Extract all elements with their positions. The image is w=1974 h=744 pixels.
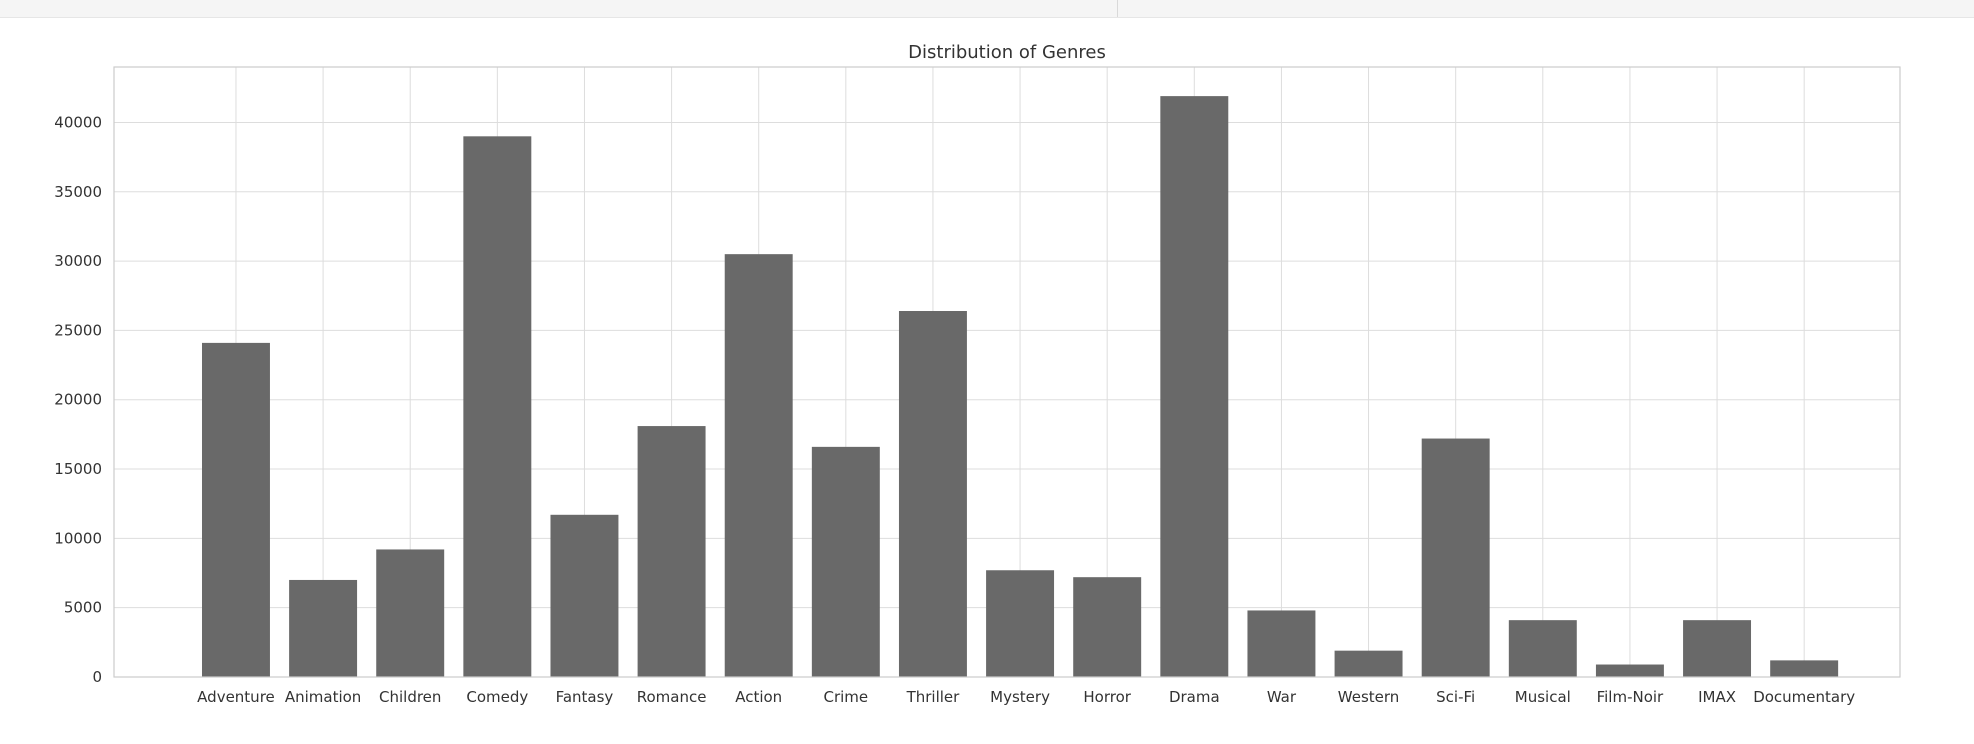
x-tick-label: Animation xyxy=(285,688,361,706)
y-tick-label: 20000 xyxy=(54,391,102,409)
bar-adventure xyxy=(201,342,270,677)
bar-drama xyxy=(1160,96,1229,677)
x-axis-ticks: Adventure Animation Children Comedy Fantasy R… xyxy=(197,688,1855,706)
bar-imax xyxy=(1683,620,1752,677)
x-tick-label: Documentary xyxy=(1753,688,1855,706)
x-tick-label: Adventure xyxy=(197,688,275,706)
bar-western xyxy=(1334,650,1403,677)
toolbar-divider xyxy=(1117,0,1118,17)
y-tick-label: 30000 xyxy=(54,252,102,270)
x-tick-label: Western xyxy=(1338,688,1400,706)
x-tick-label: Fantasy xyxy=(556,688,614,706)
x-tick-label: Action xyxy=(735,688,782,706)
chart-title: Distribution of Genres xyxy=(908,42,1106,63)
bar-documentary xyxy=(1770,660,1839,677)
y-axis-ticks: 0 5000 10000 15000 20000 25000 30000 35000 40000 xyxy=(54,113,102,686)
bars xyxy=(201,96,1839,677)
bar-film-noir xyxy=(1595,664,1664,677)
x-tick-label: Film-Noir xyxy=(1597,688,1664,706)
y-tick-label: 40000 xyxy=(54,113,102,131)
bar-mystery xyxy=(986,570,1055,677)
x-tick-label: Romance xyxy=(637,688,707,706)
bar-action xyxy=(724,254,793,677)
bar-sci-fi xyxy=(1421,438,1490,677)
bar-animation xyxy=(289,579,358,677)
bar-fantasy xyxy=(550,514,619,677)
y-tick-label: 15000 xyxy=(54,460,102,478)
x-tick-label: Horror xyxy=(1083,688,1131,706)
x-tick-label: Children xyxy=(379,688,441,706)
x-tick-label: Thriller xyxy=(906,688,961,706)
y-tick-label: 10000 xyxy=(54,529,102,547)
bar-war xyxy=(1247,610,1316,677)
y-tick-label: 25000 xyxy=(54,321,102,339)
x-tick-label: Mystery xyxy=(990,688,1050,706)
x-tick-label: Drama xyxy=(1169,688,1220,706)
x-tick-label: Crime xyxy=(823,688,868,706)
y-tick-label: 5000 xyxy=(64,599,102,617)
top-toolbar-strip xyxy=(0,0,1974,18)
plot-area-frame xyxy=(113,66,1901,678)
x-tick-label: Comedy xyxy=(466,688,528,706)
x-tick-label: Sci-Fi xyxy=(1436,688,1475,706)
bar-children xyxy=(376,549,445,677)
bar-horror xyxy=(1073,577,1142,677)
bar-crime xyxy=(811,446,880,677)
x-tick-label: IMAX xyxy=(1698,688,1736,706)
bar-romance xyxy=(637,426,706,677)
bar-thriller xyxy=(898,311,967,677)
x-tick-label: War xyxy=(1267,688,1297,706)
bar-comedy xyxy=(463,136,532,677)
x-tick-label: Musical xyxy=(1515,688,1571,706)
bar-musical xyxy=(1508,620,1577,677)
y-tick-label: 35000 xyxy=(54,183,102,201)
y-tick-label: 0 xyxy=(92,668,102,686)
